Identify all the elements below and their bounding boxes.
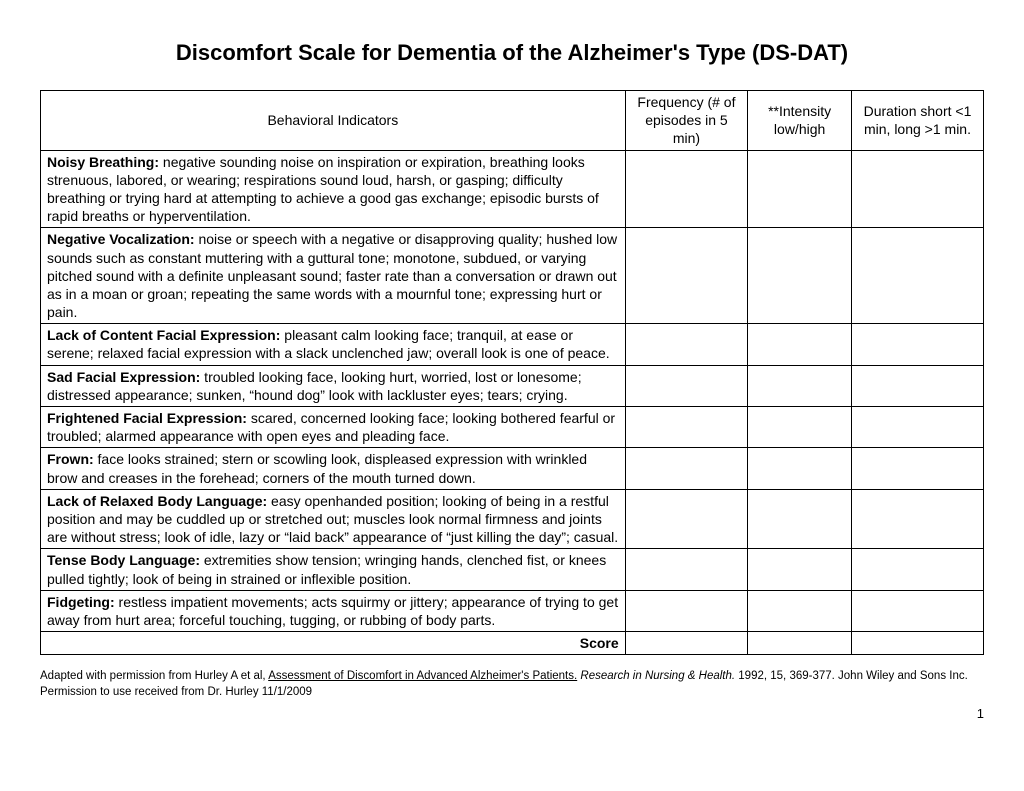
indicator-term: Sad Facial Expression: bbox=[47, 369, 200, 385]
table-row: Lack of Content Facial Expression: pleas… bbox=[41, 324, 984, 365]
duration-cell bbox=[851, 549, 983, 590]
citation: Adapted with permission from Hurley A et… bbox=[40, 669, 984, 700]
indicator-term: Negative Vocalization: bbox=[47, 231, 195, 247]
duration-cell bbox=[851, 365, 983, 406]
indicator-term: Fidgeting: bbox=[47, 594, 115, 610]
frequency-cell bbox=[625, 448, 748, 489]
table-row: Frown: face looks strained; stern or sco… bbox=[41, 448, 984, 489]
citation-underlined: Assessment of Discomfort in Advanced Alz… bbox=[268, 670, 577, 682]
indicator-term: Lack of Content Facial Expression: bbox=[47, 327, 280, 343]
indicator-desc: face looks strained; stern or scowling l… bbox=[47, 451, 587, 485]
citation-prefix: Adapted with permission from Hurley A et… bbox=[40, 670, 268, 682]
frequency-cell bbox=[625, 365, 748, 406]
table-row: Fidgeting: restless impatient movements;… bbox=[41, 590, 984, 631]
indicator-cell: Frown: face looks strained; stern or sco… bbox=[41, 448, 626, 489]
frequency-cell bbox=[625, 407, 748, 448]
frequency-cell bbox=[625, 549, 748, 590]
page-number: 1 bbox=[40, 706, 984, 721]
table-row: Tense Body Language: extremities show te… bbox=[41, 549, 984, 590]
indicator-cell: Noisy Breathing: negative sounding noise… bbox=[41, 150, 626, 228]
duration-cell bbox=[851, 228, 983, 324]
indicator-cell: Negative Vocalization: noise or speech w… bbox=[41, 228, 626, 324]
score-intensity bbox=[748, 632, 852, 655]
header-duration: Duration short <1 min, long >1 min. bbox=[851, 91, 983, 151]
indicator-cell: Sad Facial Expression: troubled looking … bbox=[41, 365, 626, 406]
table-row: Sad Facial Expression: troubled looking … bbox=[41, 365, 984, 406]
indicator-term: Lack of Relaxed Body Language: bbox=[47, 493, 267, 509]
intensity-cell bbox=[748, 407, 852, 448]
duration-cell bbox=[851, 489, 983, 549]
intensity-cell bbox=[748, 448, 852, 489]
intensity-cell bbox=[748, 590, 852, 631]
frequency-cell bbox=[625, 324, 748, 365]
score-row: Score bbox=[41, 632, 984, 655]
header-intensity: **Intensity low/high bbox=[748, 91, 852, 151]
table-row: Noisy Breathing: negative sounding noise… bbox=[41, 150, 984, 228]
duration-cell bbox=[851, 448, 983, 489]
indicator-cell: Tense Body Language: extremities show te… bbox=[41, 549, 626, 590]
duration-cell bbox=[851, 324, 983, 365]
indicator-cell: Frightened Facial Expression: scared, co… bbox=[41, 407, 626, 448]
intensity-cell bbox=[748, 324, 852, 365]
score-duration bbox=[851, 632, 983, 655]
header-row: Behavioral Indicators Frequency (# of ep… bbox=[41, 91, 984, 151]
citation-italic: Research in Nursing & Health. bbox=[577, 670, 735, 682]
indicator-cell: Lack of Relaxed Body Language: easy open… bbox=[41, 489, 626, 549]
dsdat-table: Behavioral Indicators Frequency (# of ep… bbox=[40, 90, 984, 655]
indicator-term: Tense Body Language: bbox=[47, 552, 200, 568]
duration-cell bbox=[851, 150, 983, 228]
intensity-cell bbox=[748, 228, 852, 324]
header-behavioral: Behavioral Indicators bbox=[41, 91, 626, 151]
frequency-cell bbox=[625, 489, 748, 549]
frequency-cell bbox=[625, 228, 748, 324]
duration-cell bbox=[851, 590, 983, 631]
table-row: Negative Vocalization: noise or speech w… bbox=[41, 228, 984, 324]
indicator-cell: Lack of Content Facial Expression: pleas… bbox=[41, 324, 626, 365]
intensity-cell bbox=[748, 489, 852, 549]
table-row: Frightened Facial Expression: scared, co… bbox=[41, 407, 984, 448]
indicator-term: Noisy Breathing: bbox=[47, 154, 159, 170]
header-frequency: Frequency (# of episodes in 5 min) bbox=[625, 91, 748, 151]
indicator-term: Frightened Facial Expression: bbox=[47, 410, 247, 426]
frequency-cell bbox=[625, 150, 748, 228]
duration-cell bbox=[851, 407, 983, 448]
table-row: Lack of Relaxed Body Language: easy open… bbox=[41, 489, 984, 549]
intensity-cell bbox=[748, 150, 852, 228]
indicator-term: Frown: bbox=[47, 451, 94, 467]
score-label: Score bbox=[41, 632, 626, 655]
frequency-cell bbox=[625, 590, 748, 631]
intensity-cell bbox=[748, 549, 852, 590]
page-title: Discomfort Scale for Dementia of the Alz… bbox=[40, 40, 984, 66]
table-body: Noisy Breathing: negative sounding noise… bbox=[41, 150, 984, 655]
score-frequency bbox=[625, 632, 748, 655]
indicator-cell: Fidgeting: restless impatient movements;… bbox=[41, 590, 626, 631]
intensity-cell bbox=[748, 365, 852, 406]
indicator-desc: restless impatient movements; acts squir… bbox=[47, 594, 618, 628]
